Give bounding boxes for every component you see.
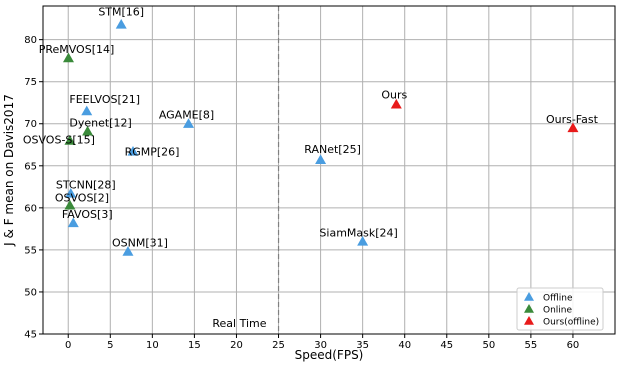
- ticks: 0 5 10 15 20 25 30 35 40 45 50 55 60 45 50 55 60 65 70 75 80: [24, 35, 579, 351]
- data-point-label: Dyenet[12]: [69, 116, 131, 129]
- x-tick-label: 50: [482, 340, 495, 351]
- data-point-marker: [67, 217, 79, 228]
- data-point-label: STM[16]: [98, 6, 144, 19]
- legend-marker: [524, 292, 534, 301]
- data-point-marker: [64, 199, 76, 210]
- point-labels: STM[16] FEELVOS[21] AGAME[8] RGMP[26] RANet[…: [23, 6, 599, 250]
- y-tick-label: 55: [24, 245, 37, 256]
- data-point-marker: [315, 154, 327, 165]
- legend-label: Online: [543, 306, 572, 316]
- legend-label: Offline: [543, 294, 573, 304]
- data-point-label: SiamMask[24]: [319, 226, 397, 239]
- y-tick-label: 70: [24, 119, 37, 130]
- data-point-marker: [65, 188, 77, 198]
- data-point-marker: [122, 246, 134, 256]
- y-tick-label: 80: [24, 35, 37, 46]
- legend-marker: [524, 304, 534, 313]
- data-point-label: AGAME[8]: [159, 109, 214, 122]
- legend: Offline Online Ours(offline): [516, 287, 604, 331]
- realtime-label: Real Time: [212, 317, 266, 330]
- legend-label: Ours(offline): [543, 318, 599, 328]
- data-point-marker: [82, 125, 94, 136]
- data-point-label: Ours-Fast: [546, 113, 599, 126]
- x-tick-label: 15: [188, 340, 201, 351]
- x-tick-label: 25: [272, 340, 285, 351]
- x-tick-label: 5: [107, 340, 113, 351]
- x-tick-label: 55: [525, 340, 538, 351]
- data-point-marker: [62, 52, 74, 63]
- x-tick-label: 30: [314, 340, 327, 351]
- data-points: [62, 19, 579, 256]
- legend-box: [516, 287, 604, 331]
- y-tick-label: 45: [24, 330, 37, 341]
- realtime-marker: Real Time: [212, 6, 280, 334]
- data-point-label: PReMVOS[14]: [39, 43, 115, 56]
- x-tick-label: 0: [65, 340, 71, 351]
- x-tick-label: 35: [356, 340, 369, 351]
- data-point-marker: [357, 235, 369, 246]
- x-tick-label: 60: [567, 340, 580, 351]
- data-point-label: RGMP[26]: [125, 145, 180, 158]
- data-point-marker: [64, 135, 76, 145]
- x-tick-label: 20: [230, 340, 243, 351]
- y-tick-label: 50: [24, 287, 37, 298]
- x-tick-label: 40: [398, 340, 411, 351]
- data-point-label: FEELVOS[21]: [69, 93, 140, 106]
- data-point-marker: [127, 145, 139, 156]
- y-tick-label: 65: [24, 161, 37, 172]
- x-tick-label: 10: [146, 340, 159, 351]
- legend-marker: [524, 316, 534, 325]
- data-point-marker: [390, 98, 402, 109]
- y-tick-label: 60: [24, 203, 37, 214]
- y-axis-label: J & F mean on Davis2017: [2, 94, 16, 247]
- data-point-label: RANet[25]: [304, 143, 361, 156]
- data-point-label: OSVOS[2]: [55, 191, 109, 204]
- data-point-marker: [115, 19, 127, 29]
- data-point-label: OSVOS-S[15]: [23, 134, 95, 147]
- data-point-label: FAVOS[3]: [62, 208, 113, 221]
- data-point-marker: [183, 118, 195, 128]
- plot-background: [43, 6, 615, 334]
- data-point-label: STCNN[28]: [56, 179, 116, 192]
- x-tick-label: 45: [440, 340, 453, 351]
- data-point-label: OSNM[31]: [112, 237, 168, 250]
- x-axis-label: Speed(FPS): [295, 348, 364, 362]
- y-tick-label: 75: [24, 77, 37, 88]
- data-point-marker: [567, 122, 579, 133]
- data-point-label: Ours: [381, 88, 407, 101]
- plot-frame: [42, 5, 616, 335]
- data-point-marker: [81, 105, 93, 116]
